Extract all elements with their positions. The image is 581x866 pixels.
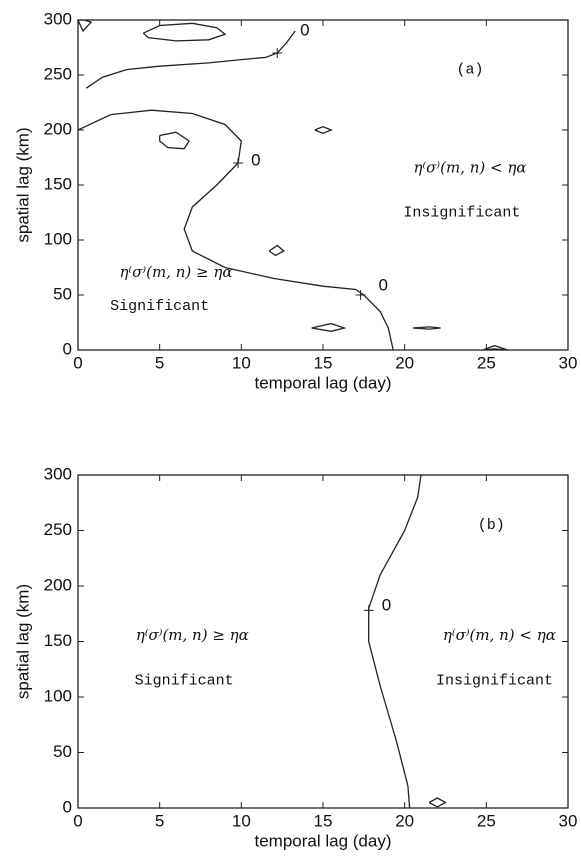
annotation: η⁽σ⁾(m, n) < ηα [443,626,556,644]
x-tick-label: 20 [395,811,414,830]
y-tick-label: 150 [44,174,72,193]
contour-line [77,19,93,33]
annotation: η⁽σ⁾(m, n) < ηα [414,159,527,177]
x-tick-label: 20 [395,353,414,372]
annotation: η⁽σ⁾(m, n) ≥ ηα [120,263,233,281]
y-tick-label: 50 [53,284,72,303]
x-tick-label: 25 [477,811,496,830]
contour-label-cross [272,48,283,58]
contour-label-cross [233,158,244,168]
y-tick-label: 250 [44,520,72,539]
annotation: Insignificant [403,204,520,221]
annotation: Significant [110,298,209,315]
x-tick-label: 5 [155,811,164,830]
annotation: η⁽σ⁾(m, n) ≥ ηα [136,626,249,644]
y-tick-label: 0 [63,339,72,358]
annotation: (b) [478,517,505,534]
x-tick-label: 0 [73,811,82,830]
y-tick-label: 0 [63,797,72,816]
y-tick-label: 250 [44,64,72,83]
contour-line [159,131,190,150]
x-tick-label: 15 [314,811,333,830]
contour-line [311,322,347,332]
y-axis-label: spatial lag (km) [13,127,32,242]
contour-line [314,125,333,135]
annotation: 0 [300,20,309,39]
y-tick-label: 300 [44,464,72,483]
y-tick-label: 200 [44,119,72,138]
contour-line [142,22,227,42]
contour-line [412,326,441,330]
x-tick-label: 30 [559,353,578,372]
contour-label-cross [363,605,374,616]
x-tick-label: 10 [232,353,251,372]
x-tick-label: 25 [477,353,496,372]
y-axis-label: spatial lag (km) [13,584,32,699]
y-tick-label: 50 [53,742,72,761]
x-tick-label: 5 [155,353,164,372]
y-tick-label: 300 [44,9,72,28]
annotation: Significant [135,672,234,689]
x-tick-label: 10 [232,811,251,830]
y-tick-label: 150 [44,631,72,650]
contour-line [482,344,508,351]
x-tick-label: 30 [559,811,578,830]
x-tick-label: 15 [314,353,333,372]
contour-line [368,474,422,809]
contour-label-cross [355,290,366,300]
contour-line [428,797,447,808]
annotation: 0 [379,276,388,295]
contour-line [268,244,285,257]
x-tick-label: 0 [73,353,82,372]
annotation: 0 [382,595,391,614]
annotation: Insignificant [436,672,553,689]
annotation: (a) [456,61,483,78]
annotation: 0 [251,150,260,169]
y-tick-label: 200 [44,575,72,594]
x-axis-label: temporal lag (day) [254,373,391,392]
contour-line [85,30,296,89]
y-tick-label: 100 [44,686,72,705]
x-axis-label: temporal lag (day) [254,831,391,850]
y-tick-label: 100 [44,229,72,248]
